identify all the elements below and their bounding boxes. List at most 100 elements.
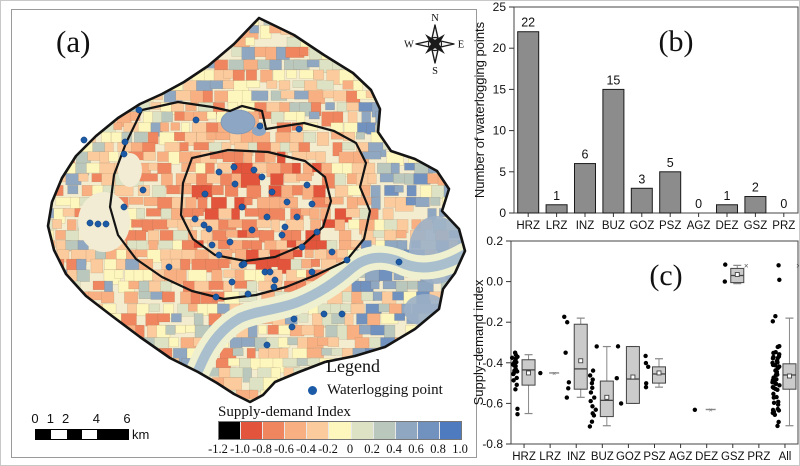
compass-s-label: S [432,66,438,77]
data-point-All [777,364,782,369]
waterlogging-point-dot [271,276,279,284]
ramp-color-cell [373,422,396,439]
waterlogging-point-dot [290,315,298,323]
ramp-color-cell [395,422,418,439]
data-point-BUZ [590,385,595,391]
waterlogging-point-dot [201,190,209,198]
data-point-All [775,402,781,407]
ramp-tick-label: -1.2 [208,442,228,456]
waterlogging-point-dot [320,310,328,318]
bar-BUZ [602,88,625,214]
data-point-All [775,423,780,429]
data-point-HRZ [514,382,519,388]
waterlogging-point-dot [395,258,403,266]
scale-tick-label: 6 [123,411,131,426]
ramp-tick-label: -0.6 [274,442,294,456]
waterlogging-point-dot [308,200,316,208]
svg-text:GSZ: GSZ [721,451,745,463]
svg-text:PRZ: PRZ [747,451,770,463]
bar-GSZ [744,196,767,214]
waterlogging-point-dot [208,241,216,249]
svg-text:DEZ: DEZ [695,451,718,463]
waterlogging-point-dot [238,203,246,211]
data-point-PSZ [643,360,649,366]
svg-text:10: 10 [493,124,507,138]
ramp-tick-label: 0.8 [430,442,446,456]
svg-text:×: × [796,261,800,270]
ramp-color-cell [351,422,374,439]
box-PSZ [652,358,666,388]
data-point-All [771,354,776,360]
data-point-PSZ [645,364,651,369]
waterlogging-point-dot [226,238,234,246]
waterlogging-point-dot [328,248,336,256]
data-point-All [777,383,782,388]
data-point-BUZ [590,368,596,373]
waterlogging-point-dot [244,290,252,298]
svg-text:×: × [709,407,713,414]
bar-HRZ [517,31,540,214]
scale-tick-label: 1 [46,411,54,426]
waterlogging-point-dot [263,341,271,349]
data-point-BUZ [587,424,593,429]
svg-text:22: 22 [521,16,535,30]
waterlogging-point-dot [165,263,173,271]
ramp-color-cell [285,422,308,439]
data-point-All [775,406,781,412]
data-point-BUZ [588,398,593,404]
svg-text:All: All [779,451,792,463]
ramp-color-cell [329,422,352,439]
waterlogging-point-dot [295,125,303,133]
waterlogging-point-dot [308,268,316,276]
data-point-GSZ [722,279,728,284]
data-point-All [773,313,778,319]
waterlogging-point-dot [313,228,321,236]
ramp-tick-label: 0.6 [408,442,424,456]
svg-text:LRZ: LRZ [546,220,568,232]
waterlogging-point-dot [102,220,110,228]
waterlogging-point-dot [212,293,220,301]
box-DEZ: × [705,407,716,414]
waterlogging-point-dot [281,223,289,231]
data-point-HRZ [515,406,520,411]
waterlogging-point-dot [338,310,346,318]
svg-text:0: 0 [695,197,702,211]
data-point-BUZ [589,419,595,424]
svg-text:AGZ: AGZ [687,220,711,232]
scale-bar-segment [51,430,67,439]
svg-text:GOZ: GOZ [629,220,654,232]
svg-text:BUZ: BUZ [602,220,625,232]
waterlogging-point-dot [250,166,258,174]
waterlogging-point-dot [230,163,238,171]
waterlogging-points-layer [80,106,403,349]
waterlogging-point-dot [191,215,199,223]
data-point-INZ [566,380,572,385]
ramp-tick-label: -1.0 [230,442,250,456]
scale-bar-segment [97,430,128,439]
ramp-tick-label: -0.4 [296,442,316,456]
data-point-HRZ [511,378,516,383]
bar-PSZ [659,171,682,214]
compass-n-label: N [431,13,439,24]
bar-INZ [574,163,596,214]
waterlogging-point-icon [308,386,317,395]
waterlogging-point-dot [298,243,306,251]
box-BUZ [599,345,614,427]
waterlogging-point-dot [120,150,128,158]
waterlogging-point-dot [215,168,223,176]
panel-map: N S W E (a) Legend Waterlogging point Suppl… [11,9,477,458]
waterlogging-point-dot [205,225,213,233]
data-point-All [776,263,781,268]
svg-text:DEZ: DEZ [716,220,739,232]
waterlogging-point-dot [240,260,248,268]
svg-text:GSZ: GSZ [744,220,768,232]
data-point-All [776,419,781,425]
scale-bar-segments [35,429,129,440]
data-point-BUZ [591,413,597,418]
svg-text:BUZ: BUZ [591,451,614,463]
data-point-HRZ [514,369,520,374]
scale-bar-segment [66,430,82,439]
waterlogging-point-dot [258,173,266,181]
